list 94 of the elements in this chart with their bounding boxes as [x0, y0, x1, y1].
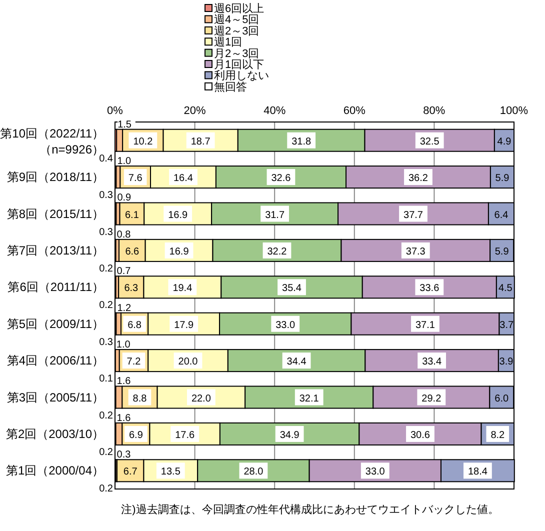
data-label: 1.2 [117, 302, 132, 314]
legend-label: 利用しない [214, 69, 269, 82]
data-label: 1.5 [118, 119, 132, 130]
data-label: 16.4 [173, 173, 194, 184]
x-tick-label: 20% [184, 105, 206, 117]
x-tick-label: 0% [107, 105, 124, 117]
data-label: 0.4 [99, 153, 114, 164]
data-label: 4.5 [498, 283, 513, 294]
legend-label: 週4～5回 [214, 14, 260, 26]
legend-label: 週2～3回 [214, 25, 260, 38]
data-label: 4.9 [497, 136, 512, 148]
data-label: 28.0 [244, 466, 264, 478]
data-label: 17.9 [174, 320, 194, 331]
data-label: 0.3 [116, 450, 132, 461]
data-label: 37.7 [404, 210, 424, 221]
data-label: 31.8 [292, 136, 312, 148]
data-label: 32.2 [267, 246, 288, 258]
data-label: 6.9 [128, 430, 144, 441]
data-label: 5.9 [494, 246, 510, 258]
data-label: 0.2 [99, 410, 114, 422]
y-tick-label: 第5回（2009/11） [6, 316, 104, 331]
data-label: 3.9 [499, 356, 514, 368]
data-label: 37.1 [415, 320, 436, 331]
data-label: 18.4 [468, 466, 488, 478]
legend-label: 月2～3回 [214, 48, 260, 60]
data-label: 17.6 [175, 430, 195, 441]
y-tick-label: 第8回（2015/11） [6, 206, 104, 221]
data-label: 34.4 [286, 356, 307, 368]
data-label: 33.6 [420, 283, 440, 294]
x-tick-label: 40% [264, 105, 286, 117]
data-label: 32.5 [420, 136, 440, 148]
data-label: 7.2 [126, 356, 142, 368]
legend-label: 週1回 [214, 36, 242, 49]
data-label: 8.2 [490, 430, 506, 441]
data-label: 16.9 [169, 246, 190, 258]
data-label: 6.7 [123, 466, 138, 478]
data-label: 3.7 [500, 320, 514, 331]
legend-label: 週6回以上 [214, 2, 264, 15]
data-label: 20.0 [178, 356, 198, 368]
data-label: 33.4 [422, 356, 442, 368]
data-label: 1.6 [116, 412, 132, 424]
data-label: 0.3 [99, 336, 114, 348]
data-label: 1.0 [116, 340, 131, 351]
data-label: 31.7 [265, 210, 285, 221]
data-label: 0.3 [99, 190, 114, 202]
data-label: 5.9 [495, 173, 510, 184]
data-label: 6.8 [128, 320, 142, 331]
data-label: 0.2 [99, 263, 114, 274]
data-label: 10.2 [133, 136, 154, 148]
data-label: 18.7 [190, 136, 211, 148]
data-label: 6.3 [124, 283, 139, 294]
data-label: 0.2 [99, 300, 114, 312]
y-tick-label: 第3回（2005/11） [6, 390, 104, 404]
y-tick-label: 第2回（2003/10） [6, 426, 104, 441]
data-label: 6.0 [494, 393, 510, 404]
data-label: 0.8 [116, 229, 132, 240]
data-label: 6.1 [125, 210, 140, 221]
data-label: 6.4 [494, 210, 509, 221]
data-label: 32.6 [271, 173, 292, 184]
legend-label: 月1回以下 [214, 58, 264, 71]
data-label: 1.6 [116, 376, 132, 388]
data-label: 0.1 [99, 374, 114, 385]
data-label: 33.0 [276, 320, 296, 331]
data-label: 0.2 [99, 446, 114, 458]
data-label: 1.0 [117, 156, 132, 168]
data-label: 13.5 [160, 466, 181, 478]
x-tick-label: 60% [343, 105, 366, 117]
data-label: 7.6 [128, 173, 143, 184]
data-label: 35.4 [282, 283, 302, 294]
data-label: 0.7 [116, 266, 132, 278]
data-label: 0.3 [99, 226, 114, 238]
y-tick-label: 第9回（2018/11） [6, 170, 104, 184]
data-label: 36.2 [408, 173, 428, 184]
x-tick-label: 100% [500, 105, 528, 117]
data-label: 19.4 [172, 283, 193, 294]
data-label: 16.9 [168, 210, 188, 221]
data-label: 0.2 [99, 484, 114, 495]
y-tick-label: 第1回（2000/04） [6, 464, 104, 478]
text: 注)過去調査は、今回調査の性年代構成比にあわせてウエイトバックした値。 [121, 503, 499, 516]
data-label: 33.0 [365, 466, 386, 478]
y-tick-label: 第6回（2011/11） [8, 280, 104, 294]
data-label: 22.0 [191, 393, 212, 404]
y-tick-label: 第4回（2006/11） [6, 354, 104, 368]
data-label: 0.9 [117, 192, 132, 204]
legend-label: 無回答 [214, 81, 247, 94]
data-label: 30.6 [410, 430, 430, 441]
y-tick-label: 第7回（2013/11） [6, 243, 104, 258]
data-label: 6.6 [125, 246, 140, 258]
data-label: 8.8 [132, 393, 148, 404]
x-tick-label: 80% [423, 105, 446, 117]
data-label: 34.9 [280, 430, 300, 441]
data-label: 32.1 [299, 393, 320, 404]
data-label: 29.2 [422, 393, 442, 404]
data-label: 37.3 [406, 246, 426, 258]
